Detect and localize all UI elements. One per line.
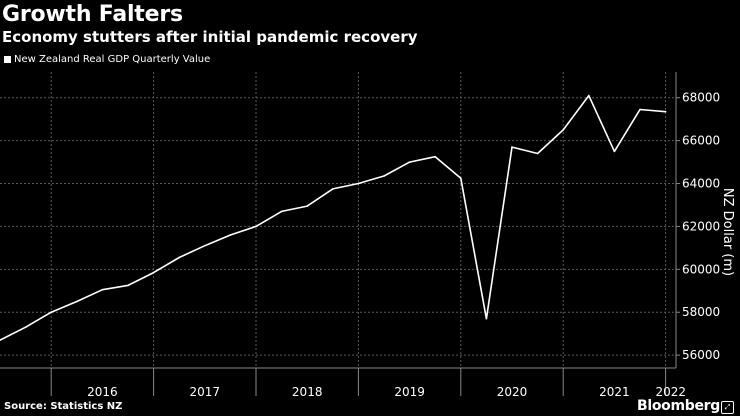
data-point (101, 288, 104, 291)
data-point (562, 129, 564, 131)
data-point (511, 146, 513, 148)
data-point (178, 256, 180, 259)
source-note: Source: Statistics NZ (4, 401, 123, 412)
y-tick-label: 60000 (682, 262, 720, 276)
data-point (383, 175, 385, 177)
y-tick-label: 68000 (682, 91, 720, 105)
x-tick-label: 2020 (497, 385, 528, 399)
chart-title: Growth Falters (2, 2, 183, 27)
data-point (0, 339, 1, 341)
data-point (280, 210, 283, 213)
series-line (0, 94, 666, 341)
legend-swatch (4, 56, 11, 63)
data-point (24, 326, 27, 329)
data-point (204, 244, 206, 247)
data-point (306, 205, 309, 207)
data-point (50, 311, 52, 314)
y-tick-label: 56000 (682, 348, 720, 362)
data-point (460, 177, 462, 179)
data-point (588, 94, 590, 97)
x-tick-label: 2016 (87, 385, 118, 399)
data-point (485, 317, 488, 320)
y-tick-label: 64000 (682, 177, 720, 191)
data-point (152, 271, 155, 274)
data-point (255, 225, 257, 228)
y-tick-label: 58000 (682, 305, 720, 319)
x-tick-label: 2019 (394, 385, 425, 399)
legend-label: New Zealand Real GDP Quarterly Value (14, 54, 211, 65)
data-point (536, 152, 539, 155)
data-point (127, 284, 129, 287)
x-tick-label: 2018 (292, 385, 323, 399)
x-tick-label: 2021 (599, 385, 630, 399)
data-point (613, 150, 616, 153)
y-tick-label: 66000 (682, 134, 720, 148)
data-point (664, 110, 667, 113)
terminal-badge-icon: ⤢ (721, 401, 734, 414)
data-point (332, 188, 334, 190)
data-point (434, 155, 437, 158)
y-tick-label: 62000 (682, 219, 720, 233)
legend: New Zealand Real GDP Quarterly Value (4, 54, 210, 65)
chart-subtitle: Economy stutters after initial pandemic … (2, 28, 418, 46)
data-point (408, 161, 411, 163)
x-tick-label: 2022 (656, 385, 687, 399)
bloomberg-logo: Bloomberg (636, 398, 720, 414)
x-tick-label: 2017 (190, 385, 221, 399)
data-point (639, 108, 641, 111)
data-point (357, 182, 360, 185)
y-axis-title: NZ Dollar (m) (720, 188, 735, 276)
data-point (229, 234, 232, 236)
data-point (76, 300, 78, 303)
